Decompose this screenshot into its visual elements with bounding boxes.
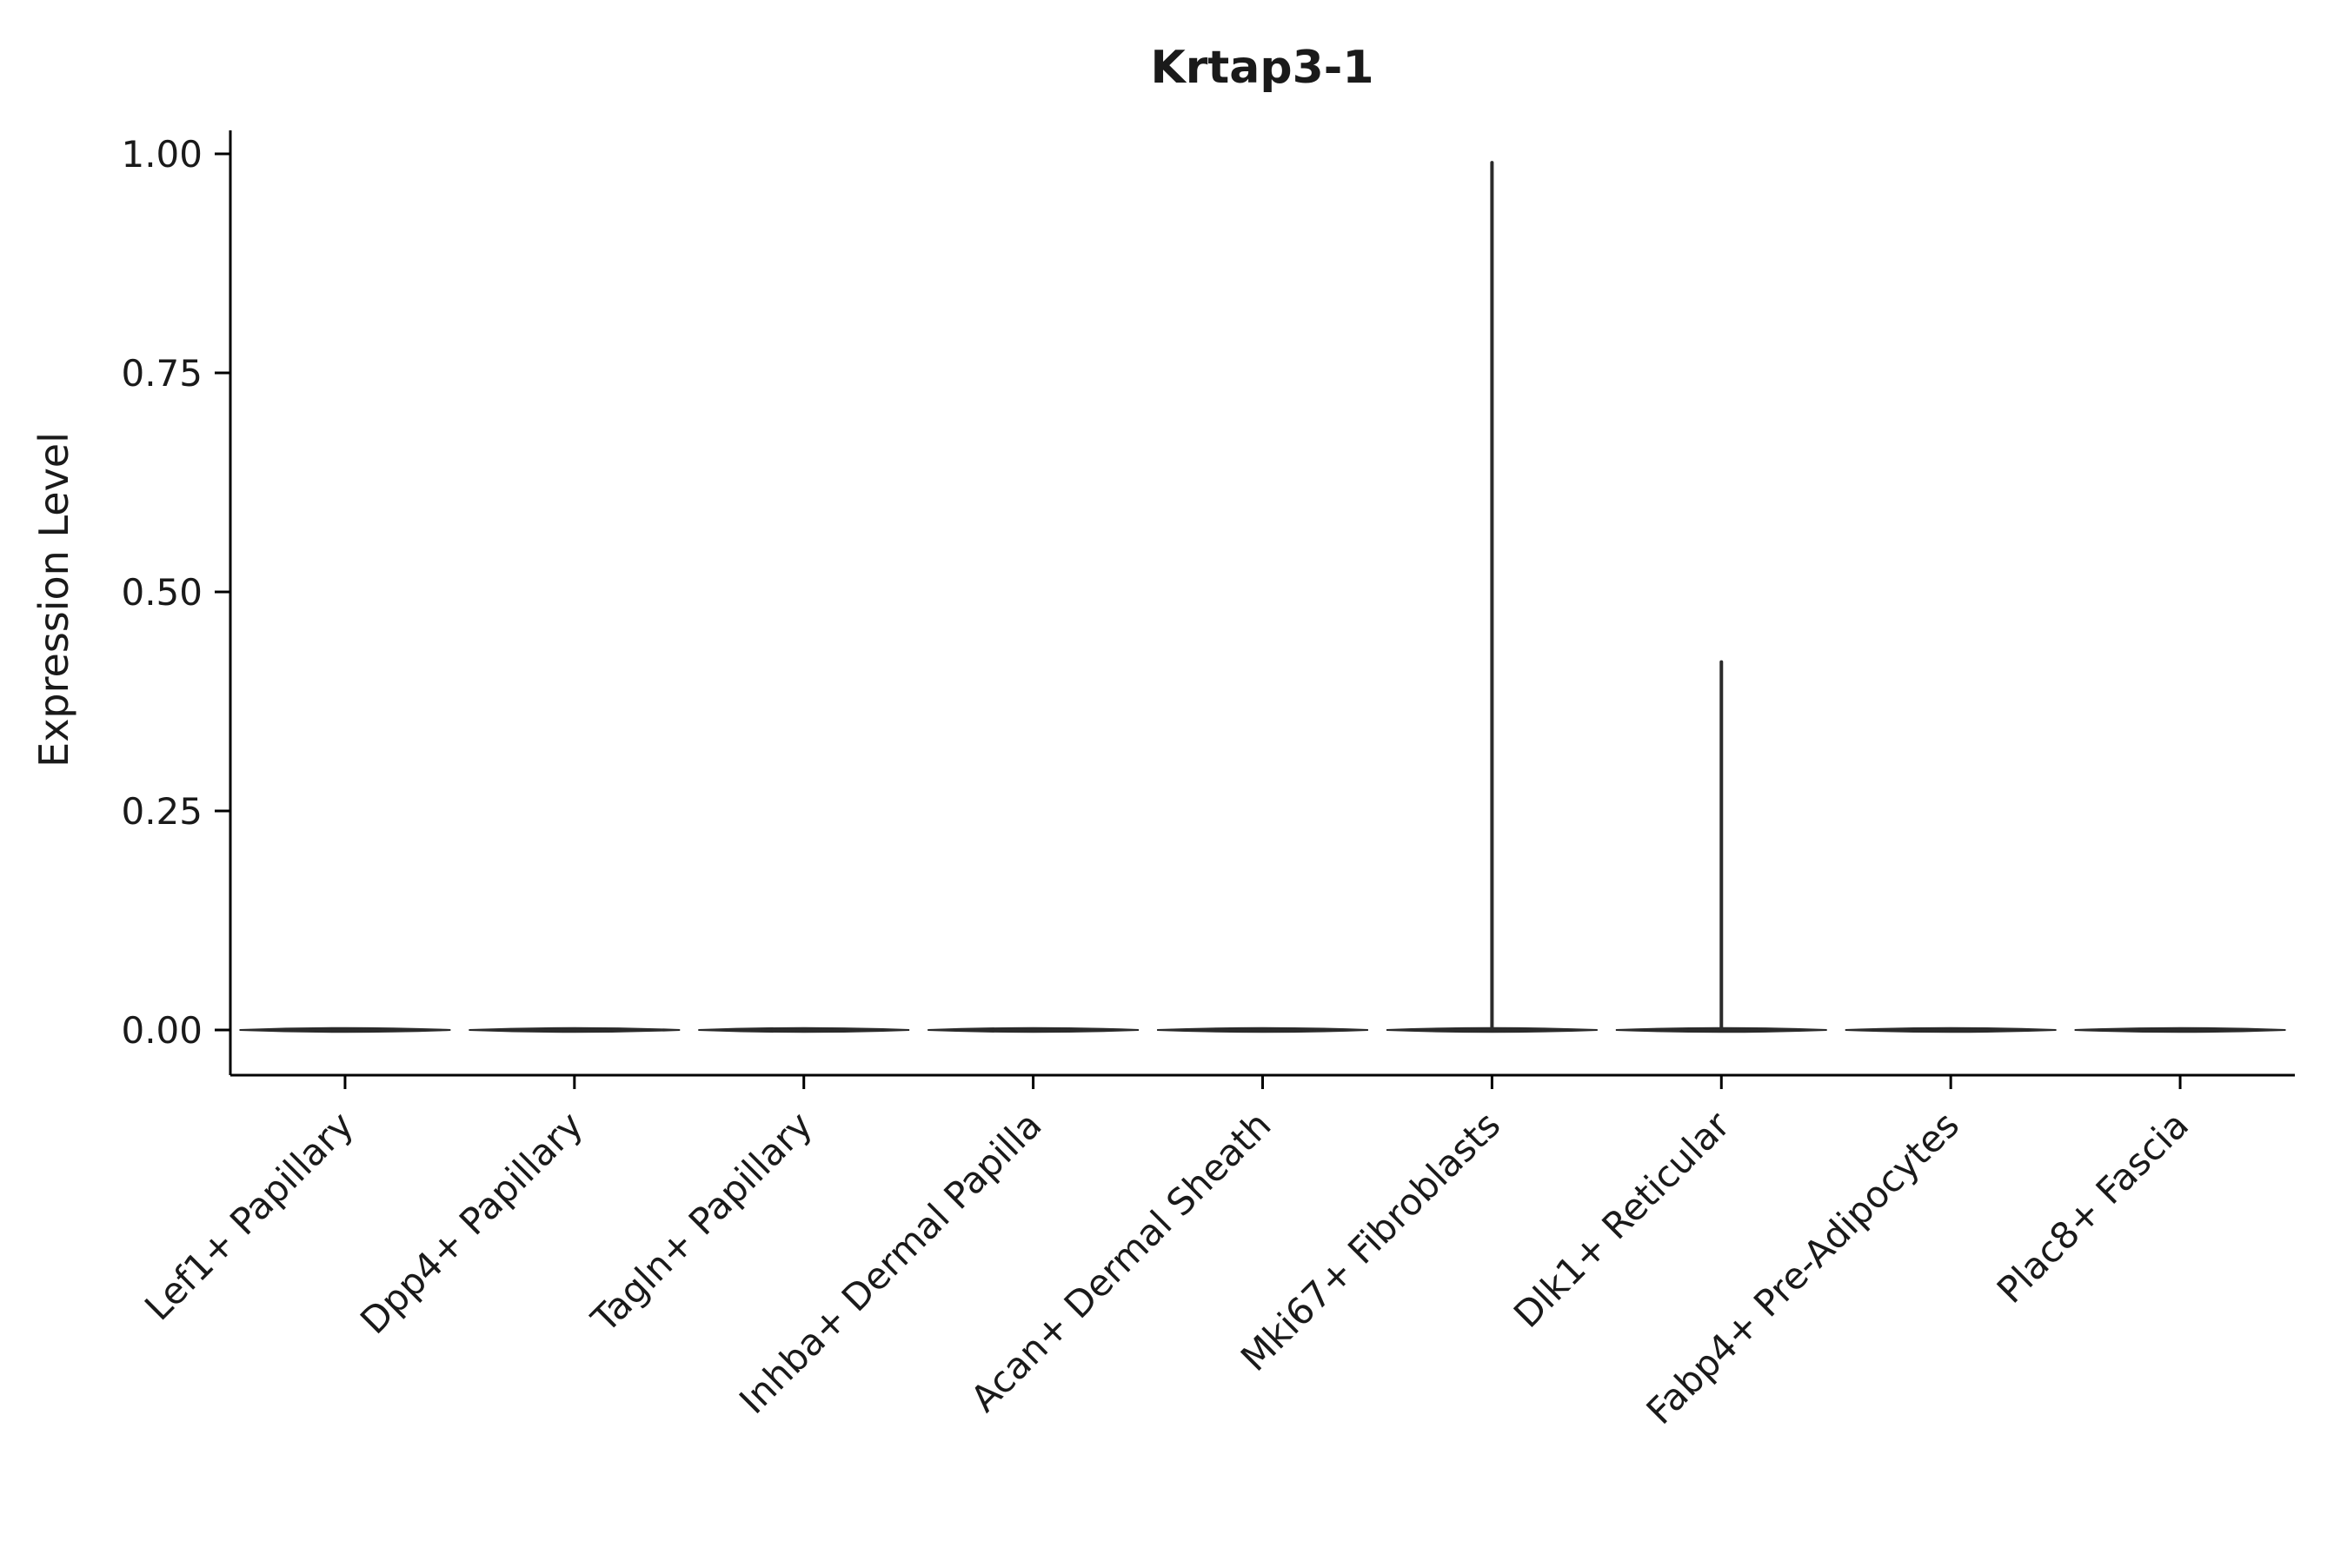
- y-tick-label: 0.00: [121, 1009, 203, 1052]
- y-tick-label: 0.75: [121, 352, 203, 395]
- x-tick-label: Mki67+ Fibroblasts: [1233, 1103, 1508, 1379]
- violin: [239, 1027, 451, 1033]
- x-tick-label: Plac8+ Fascia: [1989, 1103, 2197, 1311]
- x-tick-label: Lef1+ Papillary: [136, 1103, 362, 1328]
- violin: [2074, 1027, 2286, 1033]
- y-tick-label: 0.50: [121, 571, 203, 614]
- violin: [1157, 1027, 1368, 1033]
- y-tick-label: 0.25: [121, 790, 203, 833]
- y-axis-label: Expression Level: [30, 432, 77, 767]
- x-tick-label: Tagln+ Papillary: [582, 1103, 820, 1340]
- chart-title: Krtap3-1: [1150, 42, 1373, 94]
- violin: [927, 1027, 1140, 1033]
- violin: [1845, 1027, 2057, 1033]
- violin: [469, 1027, 681, 1033]
- y-tick-label: 1.00: [121, 133, 203, 176]
- chart-layer: 0.00 0.25 0.50 0.75 1.00 Lef1+ PapillaryDpp4+…: [121, 130, 2295, 1432]
- x-tick-label: Dlk1+ Reticular: [1506, 1103, 1739, 1336]
- violin: [698, 1027, 910, 1033]
- x-tick-label: Dpp4+ Papillary: [352, 1103, 591, 1342]
